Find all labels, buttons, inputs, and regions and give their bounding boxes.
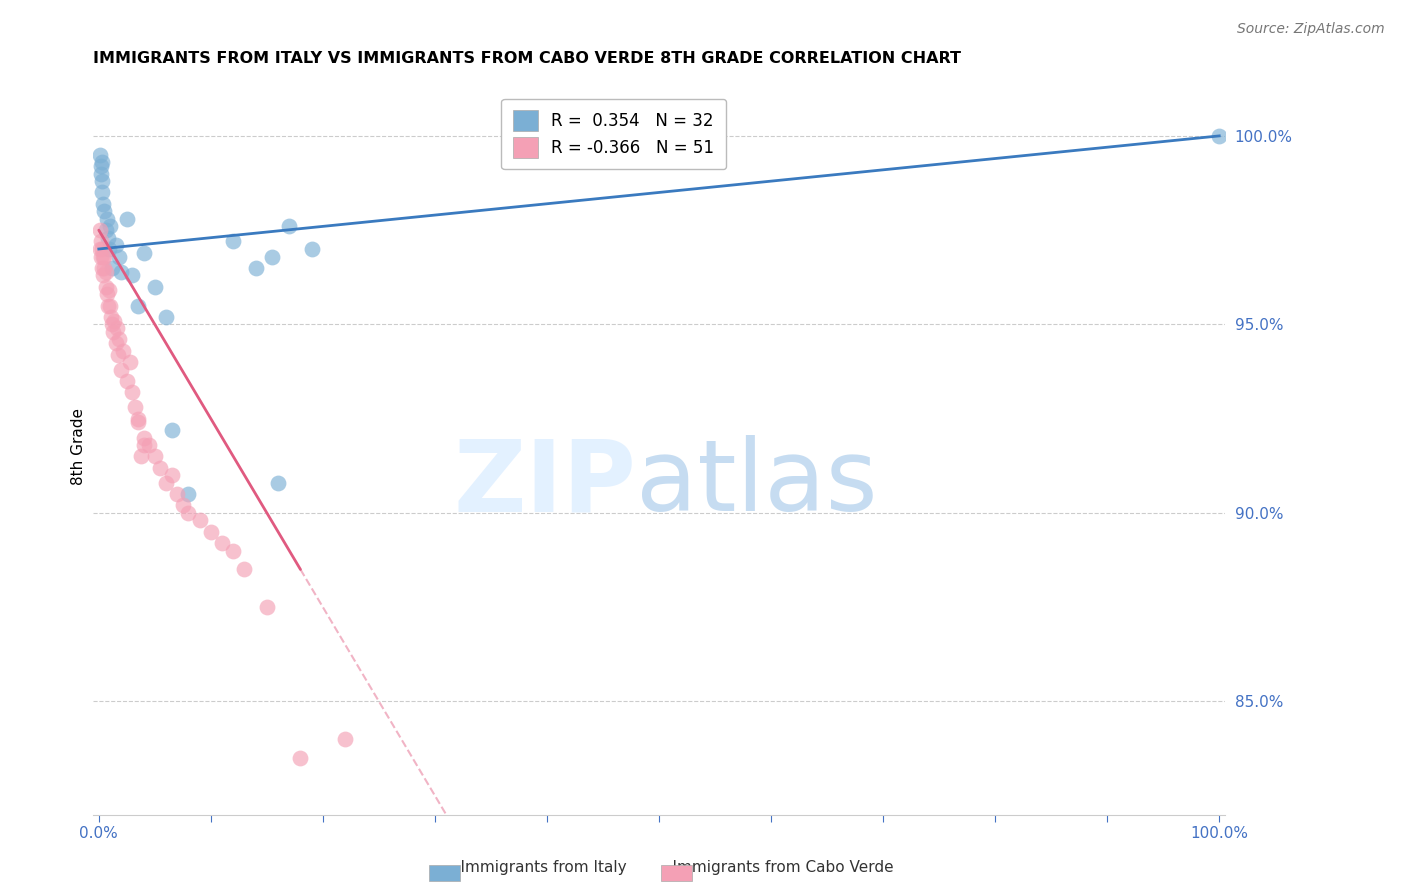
Point	[90, 250, 112, 264]
Y-axis label: 8th Grade: 8th Grade	[72, 409, 86, 485]
Point	[91, 174, 114, 188]
Point	[97, 230, 120, 244]
Point	[93, 250, 115, 264]
Point	[262, 250, 284, 264]
Point	[97, 242, 120, 256]
Point	[93, 204, 115, 219]
Point	[110, 362, 132, 376]
Point	[94, 279, 117, 293]
Point	[94, 265, 117, 279]
Text: Immigrants from Italy: Immigrants from Italy	[441, 861, 627, 875]
Point	[103, 313, 125, 327]
Point	[335, 732, 357, 747]
Point	[278, 219, 301, 234]
Point	[121, 385, 143, 400]
Point	[160, 468, 183, 483]
Point	[97, 284, 120, 298]
Point	[127, 416, 149, 430]
Point	[177, 506, 200, 520]
Point	[166, 487, 188, 501]
Point	[97, 299, 120, 313]
Point	[91, 260, 114, 275]
Point	[233, 562, 256, 576]
Point	[177, 487, 200, 501]
Point	[120, 355, 142, 369]
Point	[91, 186, 114, 200]
Point	[267, 475, 290, 490]
Point	[211, 536, 233, 550]
Point	[107, 347, 129, 361]
Point	[98, 219, 121, 234]
Point	[132, 438, 155, 452]
Point	[155, 475, 177, 490]
Point	[131, 450, 153, 464]
Point	[91, 155, 114, 169]
Text: atlas: atlas	[637, 435, 877, 533]
Point	[93, 260, 115, 275]
Point	[90, 159, 112, 173]
Point	[90, 235, 112, 249]
Text: ZIP: ZIP	[454, 435, 637, 533]
Point	[143, 450, 166, 464]
Point	[1208, 128, 1230, 143]
Point	[100, 310, 122, 324]
Point	[290, 751, 312, 765]
Point	[94, 223, 117, 237]
Point	[127, 411, 149, 425]
Point	[104, 238, 127, 252]
Point	[89, 242, 111, 256]
Point	[172, 499, 194, 513]
Point	[160, 423, 183, 437]
Point	[96, 287, 118, 301]
Point	[105, 321, 128, 335]
Point	[90, 167, 112, 181]
Point	[101, 318, 124, 332]
Point	[188, 513, 211, 527]
Point	[245, 260, 267, 275]
Legend: R =  0.354   N = 32, R = -0.366   N = 51: R = 0.354 N = 32, R = -0.366 N = 51	[502, 99, 725, 169]
Point	[108, 333, 131, 347]
Point	[222, 235, 245, 249]
Text: Source: ZipAtlas.com: Source: ZipAtlas.com	[1237, 22, 1385, 37]
Point	[96, 211, 118, 226]
Point	[91, 250, 114, 264]
Point	[110, 265, 132, 279]
Point	[98, 299, 121, 313]
Point	[89, 147, 111, 161]
Point	[132, 430, 155, 444]
Point	[301, 242, 323, 256]
Point	[121, 268, 143, 283]
Point	[200, 524, 222, 539]
Point	[124, 401, 146, 415]
Point	[91, 242, 114, 256]
Point	[143, 279, 166, 293]
Point	[115, 211, 138, 226]
Point	[89, 223, 111, 237]
Point	[256, 600, 278, 615]
Point	[149, 460, 172, 475]
Point	[138, 438, 160, 452]
Point	[91, 196, 114, 211]
Point	[104, 336, 127, 351]
Point	[91, 268, 114, 283]
Point	[132, 245, 155, 260]
Point	[108, 250, 131, 264]
Point	[103, 325, 125, 339]
Point	[155, 310, 177, 324]
Point	[127, 299, 149, 313]
Point	[101, 260, 124, 275]
Point	[112, 343, 135, 358]
Point	[115, 374, 138, 388]
Text: IMMIGRANTS FROM ITALY VS IMMIGRANTS FROM CABO VERDE 8TH GRADE CORRELATION CHART: IMMIGRANTS FROM ITALY VS IMMIGRANTS FROM…	[93, 51, 962, 66]
Text: Immigrants from Cabo Verde: Immigrants from Cabo Verde	[652, 861, 894, 875]
Point	[222, 543, 245, 558]
